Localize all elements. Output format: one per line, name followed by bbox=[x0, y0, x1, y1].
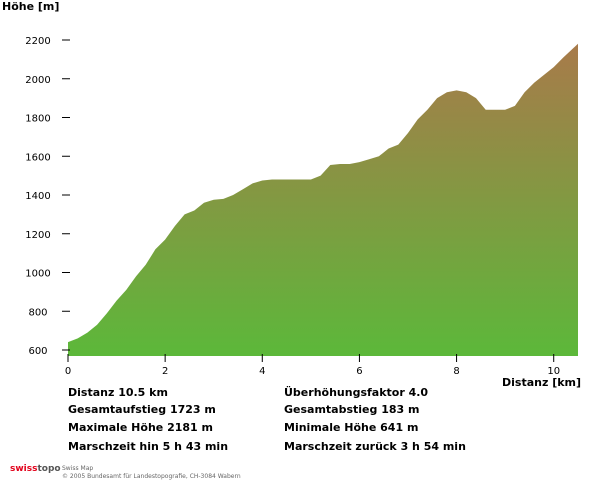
stat-ueberhoehungsfaktor: Überhöhungsfaktor 4.0 bbox=[284, 386, 429, 399]
x-axis-title: Distanz [km] bbox=[502, 376, 582, 389]
y-tick-label: 2200 bbox=[25, 36, 50, 47]
copyright-line-2: © 2005 Bundesamt für Landestopografie, C… bbox=[62, 473, 241, 480]
elevation-area bbox=[68, 43, 578, 356]
y-tick-label: 1800 bbox=[25, 114, 50, 125]
stat-marschzeit-hin: Marschzeit hin 5 h 43 min bbox=[68, 440, 229, 453]
swisstopo-logo: swisstopo bbox=[10, 464, 61, 474]
x-tick-label: 0 bbox=[65, 366, 71, 377]
x-tick-label: 6 bbox=[356, 366, 362, 377]
stat-gesamtaufstieg: Gesamtaufstieg 1723 m bbox=[68, 403, 216, 416]
stat-distanz: Distanz 10.5 km bbox=[68, 386, 168, 399]
x-tick-label: 8 bbox=[453, 366, 459, 377]
y-tick-label: 1400 bbox=[25, 191, 50, 202]
x-tick-label: 10 bbox=[547, 366, 560, 377]
y-tick-label: 2000 bbox=[25, 75, 50, 86]
y-tick-label: 1200 bbox=[25, 230, 50, 241]
stat-maximale-hoehe: Maximale Höhe 2181 m bbox=[68, 421, 213, 434]
stat-minimale-hoehe: Minimale Höhe 641 m bbox=[284, 421, 419, 434]
y-tick-label: 600 bbox=[28, 346, 47, 357]
stat-gesamtabstieg: Gesamtabstieg 183 m bbox=[284, 403, 420, 416]
y-tick-label: 1000 bbox=[25, 269, 50, 280]
y-axis-title: Höhe [m] bbox=[2, 0, 60, 13]
y-tick-label: 800 bbox=[28, 307, 47, 318]
x-tick-label: 4 bbox=[259, 366, 265, 377]
x-tick-label: 2 bbox=[162, 366, 168, 377]
stat-marschzeit-zurueck: Marschzeit zurück 3 h 54 min bbox=[284, 440, 466, 453]
y-tick-label: 1600 bbox=[25, 152, 50, 163]
copyright-text: Swiss Map © 2005 Bundesamt für Landestop… bbox=[62, 465, 241, 481]
copyright-line-1: Swiss Map bbox=[62, 465, 94, 472]
